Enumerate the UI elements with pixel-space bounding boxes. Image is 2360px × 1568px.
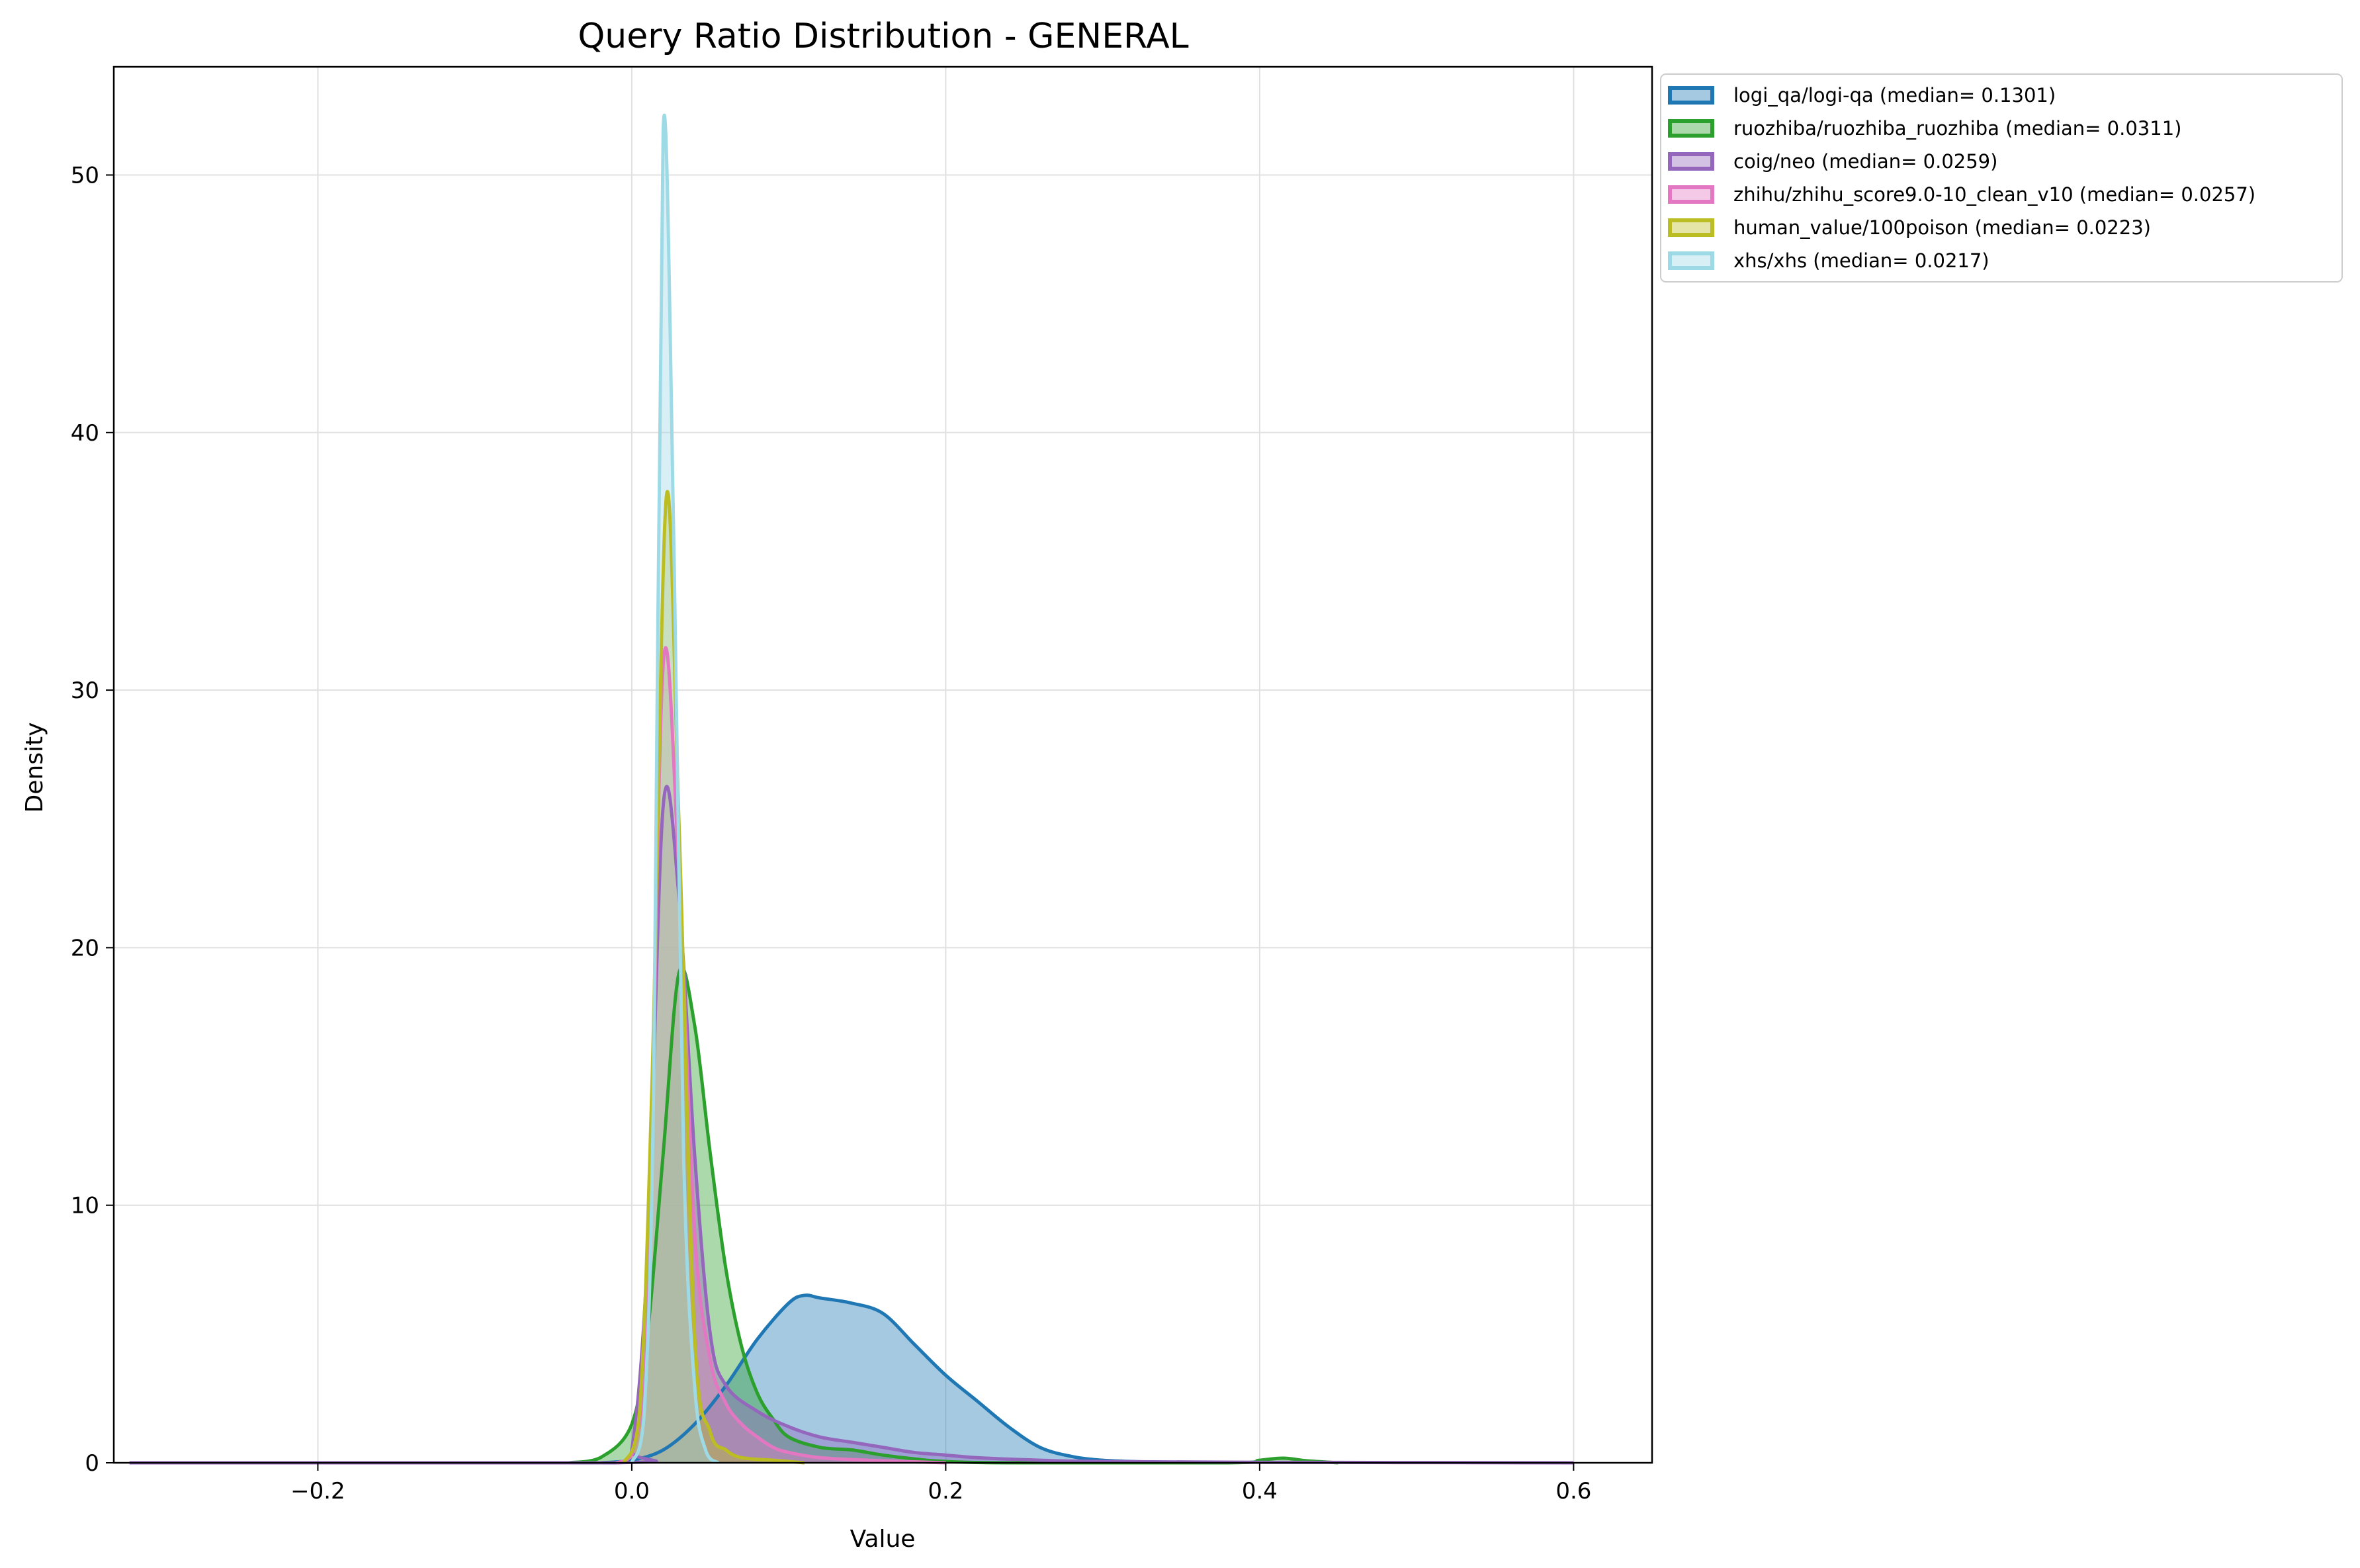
- series-area-1: [569, 967, 1338, 1463]
- x-tick-label: 0.6: [1555, 1478, 1591, 1504]
- legend-swatch-0: [1668, 86, 1714, 105]
- y-tick-label: 30: [71, 677, 99, 704]
- legend: logi_qa/logi-qa (median= 0.1301) ruozhiba…: [1660, 73, 2343, 283]
- legend-label-1: ruozhiba/ruozhiba_ruozhiba (median= 0.03…: [1733, 117, 2181, 140]
- legend-label-5: xhs/xhs (median= 0.0217): [1733, 249, 1989, 272]
- series-line-5: [630, 113, 720, 1465]
- axis-ticks: −0.2 0.0 0.2 0.4 0.6 0 10 20 30 40 50: [71, 163, 1592, 1504]
- y-tick-label: 20: [71, 935, 99, 961]
- x-tick-label: 0.2: [928, 1478, 963, 1504]
- legend-label-0: logi_qa/logi-qa (median= 0.1301): [1733, 84, 2056, 107]
- legend-swatch-5: [1668, 251, 1714, 270]
- y-tick-label: 0: [85, 1450, 99, 1477]
- x-tick-label: 0.0: [614, 1478, 650, 1504]
- series-line-2: [129, 785, 1574, 1465]
- grid-lines: [114, 67, 1652, 1463]
- legend-swatch-4: [1668, 218, 1714, 237]
- y-axis-title: Density: [21, 722, 48, 813]
- y-tick-label: 50: [71, 163, 99, 189]
- x-axis-title: Value: [850, 1526, 916, 1553]
- legend-swatch-1: [1668, 119, 1714, 138]
- legend-swatch-3: [1668, 185, 1714, 204]
- plot-frame: [112, 65, 1653, 1464]
- density-curves: [129, 113, 1574, 1465]
- chart-title: Query Ratio Distribution - GENERAL: [578, 17, 1188, 56]
- y-tick-label: 10: [71, 1193, 99, 1219]
- x-tick-label: −0.2: [290, 1478, 345, 1504]
- series-area-0: [600, 1295, 1197, 1463]
- legend-swatch-2: [1668, 152, 1714, 171]
- legend-box: [1660, 73, 2343, 283]
- legend-label-2: coig/neo (median= 0.0259): [1733, 150, 1997, 173]
- legend-label-4: human_value/100poison (median= 0.0223): [1733, 216, 2151, 239]
- y-tick-label: 40: [71, 420, 99, 447]
- legend-label-3: zhihu/zhihu_score9.0-10_clean_v10 (media…: [1733, 183, 2255, 206]
- series-area-4: [624, 492, 805, 1463]
- x-tick-label: 0.4: [1242, 1478, 1278, 1504]
